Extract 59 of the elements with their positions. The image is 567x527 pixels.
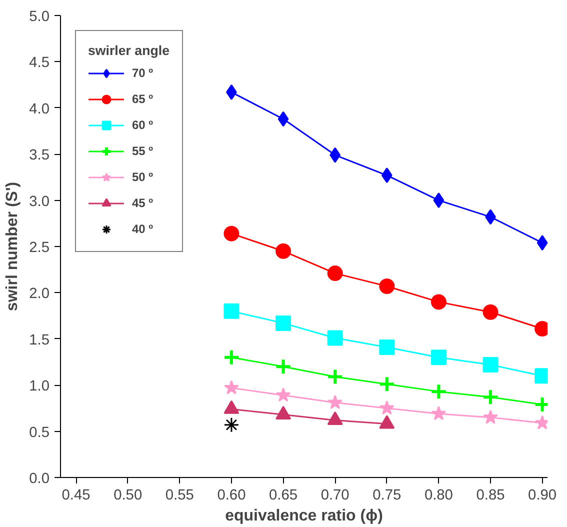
point xyxy=(224,380,239,394)
point xyxy=(379,400,394,415)
point xyxy=(381,168,392,184)
y-tick-label: 1.5 xyxy=(29,332,50,348)
y-tick-label: 0.0 xyxy=(29,471,50,487)
x-tick-label: 0.60 xyxy=(217,488,246,504)
y-axis-title: swirl number (S') xyxy=(4,182,22,312)
legend-label: 40 º xyxy=(132,222,154,236)
y-tick-label: 5.0 xyxy=(29,9,50,25)
legend-label: 50 º xyxy=(132,170,154,184)
point xyxy=(224,226,240,242)
point xyxy=(433,192,444,208)
point xyxy=(431,406,446,420)
x-tick-label: 0.85 xyxy=(476,488,505,504)
point xyxy=(483,410,498,424)
x-tick-label: 0.75 xyxy=(372,488,402,504)
legend-label: 60 º xyxy=(132,118,154,132)
y-tick-label: 4.0 xyxy=(29,101,50,118)
y-tick-label: 4.5 xyxy=(29,55,50,72)
x-tick-label: 0.70 xyxy=(320,488,350,504)
point xyxy=(430,294,446,310)
y-tick-label: 1.0 xyxy=(29,378,50,395)
y-tick-label: 2.5 xyxy=(29,240,50,256)
point xyxy=(276,315,292,331)
y-tick-label: 3.5 xyxy=(29,148,50,164)
x-axis-title: equivalence ratio (ϕ) xyxy=(225,508,383,524)
point xyxy=(326,368,344,386)
x-tick-label: 0.55 xyxy=(165,488,194,504)
legend-title: swirler angle xyxy=(88,43,170,58)
y-tick-label: 3.0 xyxy=(29,194,50,210)
point xyxy=(327,266,343,282)
legend-label: 45 º xyxy=(132,196,154,210)
legend-label: 70 º xyxy=(132,66,154,80)
x-tick-label: 0.90 xyxy=(528,488,557,504)
point xyxy=(276,243,292,259)
point xyxy=(379,339,395,355)
point xyxy=(224,303,240,319)
point xyxy=(482,304,498,320)
point xyxy=(482,357,498,373)
point xyxy=(276,388,291,402)
x-tick-label: 0.50 xyxy=(114,488,142,504)
y-tick-label: 0.5 xyxy=(29,424,50,441)
point xyxy=(379,278,395,294)
point xyxy=(224,417,240,433)
legend-label: 55 º xyxy=(132,144,154,158)
point xyxy=(378,376,396,393)
point xyxy=(482,388,500,406)
legend-label: 65 º xyxy=(132,92,154,106)
point xyxy=(327,330,343,346)
point xyxy=(430,383,448,400)
x-tick-label: 0.80 xyxy=(424,488,453,504)
point xyxy=(274,358,292,376)
point xyxy=(430,350,446,366)
x-tick-label: 0.65 xyxy=(269,488,298,504)
y-tick-label: 2.0 xyxy=(29,286,50,302)
point xyxy=(278,111,289,127)
x-tick-label: 0.45 xyxy=(62,488,90,504)
point xyxy=(222,348,240,366)
point xyxy=(328,394,342,410)
